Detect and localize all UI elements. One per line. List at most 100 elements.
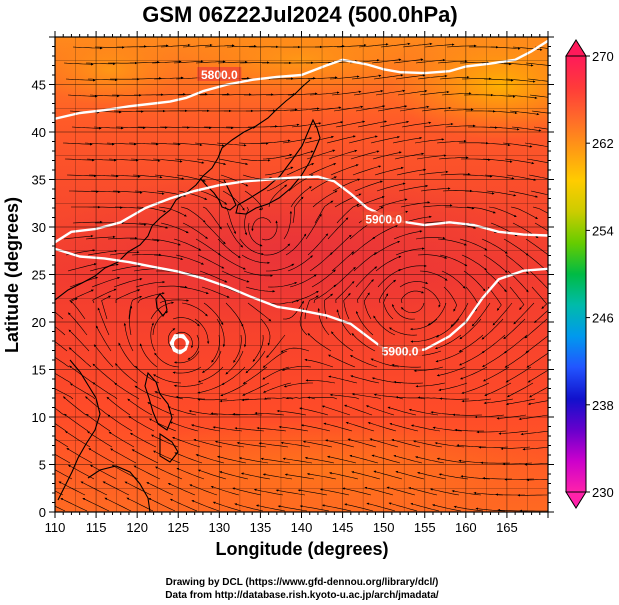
colorbar-tick-label: 238 <box>592 398 614 413</box>
streamline-263 <box>292 196 304 224</box>
streamline-654 <box>253 488 284 496</box>
streamline-531 <box>85 396 109 416</box>
streamline-4 <box>160 43 191 48</box>
streamline-70 <box>89 94 120 98</box>
streamline-596 <box>500 446 531 450</box>
contour-line-2 <box>55 247 548 354</box>
streamline-679 <box>299 505 330 512</box>
colorbar-tick-label: 246 <box>592 311 614 326</box>
streamline-278 <box>107 236 138 240</box>
streamline-425 <box>299 308 308 336</box>
x-tick-label: 165 <box>496 520 518 535</box>
coastline-borneo <box>87 465 151 512</box>
streamline-532 <box>106 396 131 416</box>
streamline-405 <box>363 292 372 320</box>
streamline-120 <box>181 126 212 130</box>
warm-area-northeast <box>390 37 548 140</box>
streamline-3 <box>138 44 169 48</box>
streamline-650 <box>167 483 196 496</box>
streamline-153 <box>392 136 423 144</box>
streamline-335 <box>353 252 377 272</box>
streamline-231 <box>93 206 123 209</box>
streamline-135 <box>511 126 542 132</box>
streamline-435 <box>503 334 528 354</box>
streamline-659 <box>364 486 394 496</box>
streamline-578 <box>108 431 135 448</box>
y-tick-label: 45 <box>32 78 46 93</box>
streamline-493 <box>262 382 292 393</box>
streamline-675 <box>212 501 242 512</box>
x-tick-label: 120 <box>126 520 148 535</box>
streamline-15 <box>402 42 433 48</box>
streamline-399 <box>238 318 247 348</box>
streamline-485 <box>92 363 116 384</box>
streamline-670 <box>104 497 132 512</box>
streamline-630 <box>240 472 271 480</box>
streamline-579 <box>129 432 157 448</box>
streamline-250 <box>510 206 538 220</box>
streamline-598 <box>55 453 71 464</box>
streamline-37 <box>371 58 402 64</box>
streamline-332 <box>287 255 313 272</box>
streamline-119 <box>159 126 190 129</box>
streamline-636 <box>373 470 403 480</box>
streamline-259 <box>204 222 226 245</box>
streamline-606 <box>217 455 247 464</box>
streamline-483 <box>55 372 72 384</box>
streamline-514 <box>219 398 250 403</box>
streamline-293 <box>437 238 467 246</box>
streamline-301 <box>109 251 140 256</box>
streamline-660 <box>386 486 416 496</box>
streamline-89 <box>507 94 538 99</box>
streamline-16 <box>424 43 455 48</box>
streamline-314 <box>395 247 425 256</box>
streamline-552 <box>55 422 67 432</box>
streamline-27 <box>151 60 182 64</box>
streamline-592 <box>412 440 443 448</box>
streamline-84 <box>397 89 428 96</box>
streamline-685 <box>432 504 462 512</box>
streamline-521 <box>373 393 404 400</box>
streamline-150 <box>326 135 356 144</box>
streamline-329 <box>221 270 250 283</box>
streamline-34 <box>305 60 336 64</box>
streamline-451 <box>351 333 376 352</box>
streamline-291 <box>393 230 423 240</box>
streamline-639 <box>438 473 469 480</box>
streamline-21 <box>534 46 548 49</box>
streamline-629 <box>219 471 249 480</box>
streamline-530 <box>62 396 87 416</box>
streamline-472 <box>304 358 334 368</box>
x-tick-label: 140 <box>291 520 313 535</box>
streamline-316 <box>439 254 468 267</box>
streamline-526 <box>483 398 514 405</box>
streamline-59 <box>351 74 382 80</box>
streamline-652 <box>210 485 240 496</box>
streamline-69 <box>67 94 98 98</box>
y-tick-label: 40 <box>32 125 46 140</box>
streamline-124 <box>269 123 300 128</box>
streamline-628 <box>197 469 227 480</box>
streamline-328 <box>199 270 228 283</box>
y-axis-label: Latitude (degrees) <box>2 197 22 353</box>
streamline-407 <box>392 303 416 320</box>
streamline-361 <box>421 286 441 308</box>
streamline-661 <box>408 487 438 496</box>
streamline-154 <box>414 138 445 144</box>
streamline-111 <box>487 110 518 115</box>
streamline-631 <box>262 473 293 480</box>
streamline-437 <box>55 341 68 352</box>
streamline-80 <box>309 91 340 96</box>
streamline-176 <box>394 152 425 160</box>
streamline-162 <box>86 158 117 162</box>
streamline-167 <box>196 158 227 166</box>
streamline-658 <box>342 487 372 496</box>
streamline-128 <box>357 120 388 128</box>
streamline-501 <box>438 382 468 392</box>
streamline-642 <box>504 478 535 481</box>
streamline-88 <box>485 94 516 98</box>
streamline-489 <box>173 382 204 388</box>
x-tick-label: 160 <box>455 520 477 535</box>
streamline-112 <box>509 110 540 116</box>
streamline-619 <box>502 462 533 466</box>
